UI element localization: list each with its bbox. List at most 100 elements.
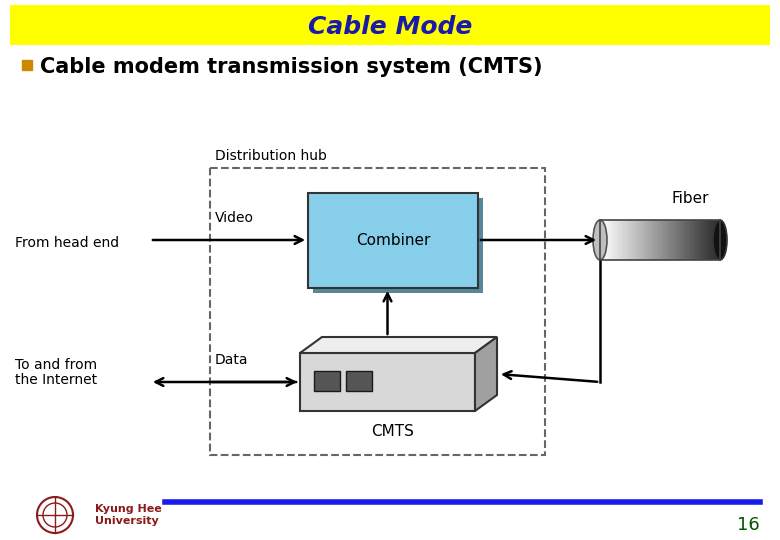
Bar	[621, 220, 623, 260]
Text: Data: Data	[215, 353, 249, 367]
Polygon shape	[475, 337, 497, 411]
Bar	[300, 353, 475, 411]
Bar	[694, 220, 697, 260]
Text: Kyung Hee: Kyung Hee	[95, 504, 161, 514]
Bar	[708, 220, 710, 260]
Bar	[679, 220, 682, 260]
Bar	[714, 220, 716, 260]
Polygon shape	[300, 337, 497, 353]
Bar	[699, 220, 701, 260]
Bar	[686, 220, 687, 260]
Bar	[655, 220, 658, 260]
Text: From head end: From head end	[15, 236, 119, 250]
Text: the Internet: the Internet	[15, 373, 98, 387]
Bar	[627, 220, 629, 260]
Text: To and from: To and from	[15, 358, 98, 372]
Text: CMTS: CMTS	[371, 423, 414, 438]
Bar	[676, 220, 679, 260]
Bar	[668, 220, 669, 260]
Bar	[634, 220, 636, 260]
Bar	[604, 220, 607, 260]
Bar	[630, 220, 632, 260]
Bar	[689, 220, 690, 260]
Text: Cable Mode: Cable Mode	[308, 15, 472, 39]
Bar	[669, 220, 671, 260]
Text: Fiber: Fiber	[672, 191, 709, 206]
Bar	[640, 220, 643, 260]
Bar	[314, 371, 340, 391]
Bar	[718, 220, 721, 260]
Bar	[611, 220, 612, 260]
Bar	[648, 220, 650, 260]
Bar	[715, 220, 718, 260]
Bar	[606, 220, 608, 260]
Bar	[622, 220, 625, 260]
Bar	[700, 220, 703, 260]
Bar	[600, 220, 602, 260]
Bar	[22, 60, 32, 70]
Bar	[692, 220, 693, 260]
Bar	[601, 220, 604, 260]
Bar	[612, 220, 614, 260]
Bar	[637, 220, 640, 260]
Bar	[632, 220, 633, 260]
Text: Combiner: Combiner	[356, 233, 431, 248]
Bar	[600, 220, 720, 260]
Bar	[615, 220, 617, 260]
Bar	[690, 220, 692, 260]
Bar	[696, 220, 698, 260]
Bar	[707, 220, 708, 260]
Bar	[671, 220, 672, 260]
Bar	[704, 220, 705, 260]
Bar	[650, 220, 651, 260]
Bar	[663, 220, 665, 260]
Bar	[710, 220, 711, 260]
Bar	[660, 220, 662, 260]
Bar	[645, 220, 647, 260]
Bar	[684, 220, 686, 260]
Text: Cable modem transmission system (CMTS): Cable modem transmission system (CMTS)	[40, 57, 543, 77]
Bar	[313, 198, 483, 293]
Bar	[678, 220, 680, 260]
Bar	[10, 5, 770, 45]
Text: Video: Video	[215, 211, 254, 225]
Bar	[308, 193, 478, 288]
Bar	[603, 220, 605, 260]
Bar	[633, 220, 635, 260]
Bar	[661, 220, 664, 260]
Bar	[629, 220, 630, 260]
Bar	[642, 220, 644, 260]
Ellipse shape	[713, 220, 727, 260]
Bar	[608, 220, 609, 260]
Bar	[697, 220, 700, 260]
Bar	[616, 220, 619, 260]
Bar	[681, 220, 683, 260]
Bar	[675, 220, 677, 260]
Bar	[653, 220, 654, 260]
Bar	[702, 220, 704, 260]
Bar	[210, 168, 545, 455]
Bar	[672, 220, 674, 260]
Text: 16: 16	[737, 516, 760, 534]
Bar	[614, 220, 615, 260]
Bar	[657, 220, 659, 260]
Bar	[619, 220, 622, 260]
Bar	[666, 220, 668, 260]
Bar	[626, 220, 627, 260]
Bar	[705, 220, 707, 260]
Text: University: University	[95, 516, 159, 526]
Bar	[609, 220, 611, 260]
Bar	[647, 220, 648, 260]
Bar	[687, 220, 689, 260]
Bar	[639, 220, 641, 260]
Bar	[665, 220, 666, 260]
Bar	[346, 371, 372, 391]
Bar	[711, 220, 713, 260]
Bar	[618, 220, 620, 260]
Bar	[658, 220, 661, 260]
Bar	[644, 220, 646, 260]
Ellipse shape	[593, 220, 607, 260]
Bar	[712, 220, 714, 260]
Text: Distribution hub: Distribution hub	[215, 149, 327, 163]
Bar	[624, 220, 626, 260]
